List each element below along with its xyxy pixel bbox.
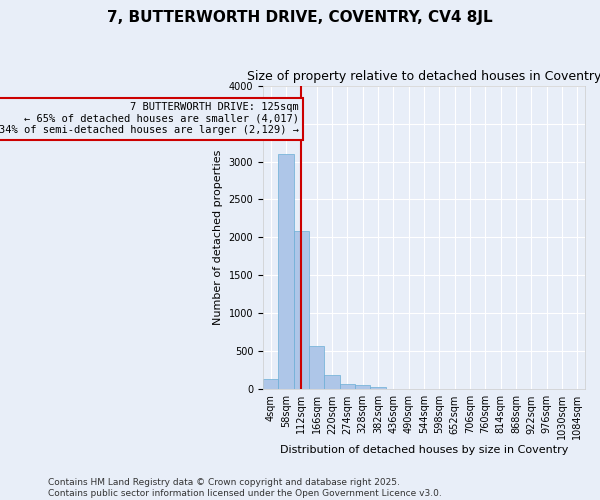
Y-axis label: Number of detached properties: Number of detached properties (213, 150, 223, 325)
Bar (325, 374, 340, 390)
Bar (340, 384, 355, 390)
Bar (263, 379, 278, 390)
Title: Size of property relative to detached houses in Coventry: Size of property relative to detached ho… (247, 70, 600, 83)
Text: 7 BUTTERWORTH DRIVE: 125sqm
← 65% of detached houses are smaller (4,017)
34% of : 7 BUTTERWORTH DRIVE: 125sqm ← 65% of det… (0, 102, 299, 136)
Text: 7, BUTTERWORTH DRIVE, COVENTRY, CV4 8JL: 7, BUTTERWORTH DRIVE, COVENTRY, CV4 8JL (107, 10, 493, 25)
Text: Contains HM Land Registry data © Crown copyright and database right 2025.
Contai: Contains HM Land Registry data © Crown c… (48, 478, 442, 498)
Bar (278, 154, 293, 390)
Bar (355, 385, 370, 390)
Bar (370, 386, 386, 390)
Bar (309, 346, 325, 390)
Bar (293, 230, 309, 390)
X-axis label: Distribution of detached houses by size in Coventry: Distribution of detached houses by size … (280, 445, 568, 455)
